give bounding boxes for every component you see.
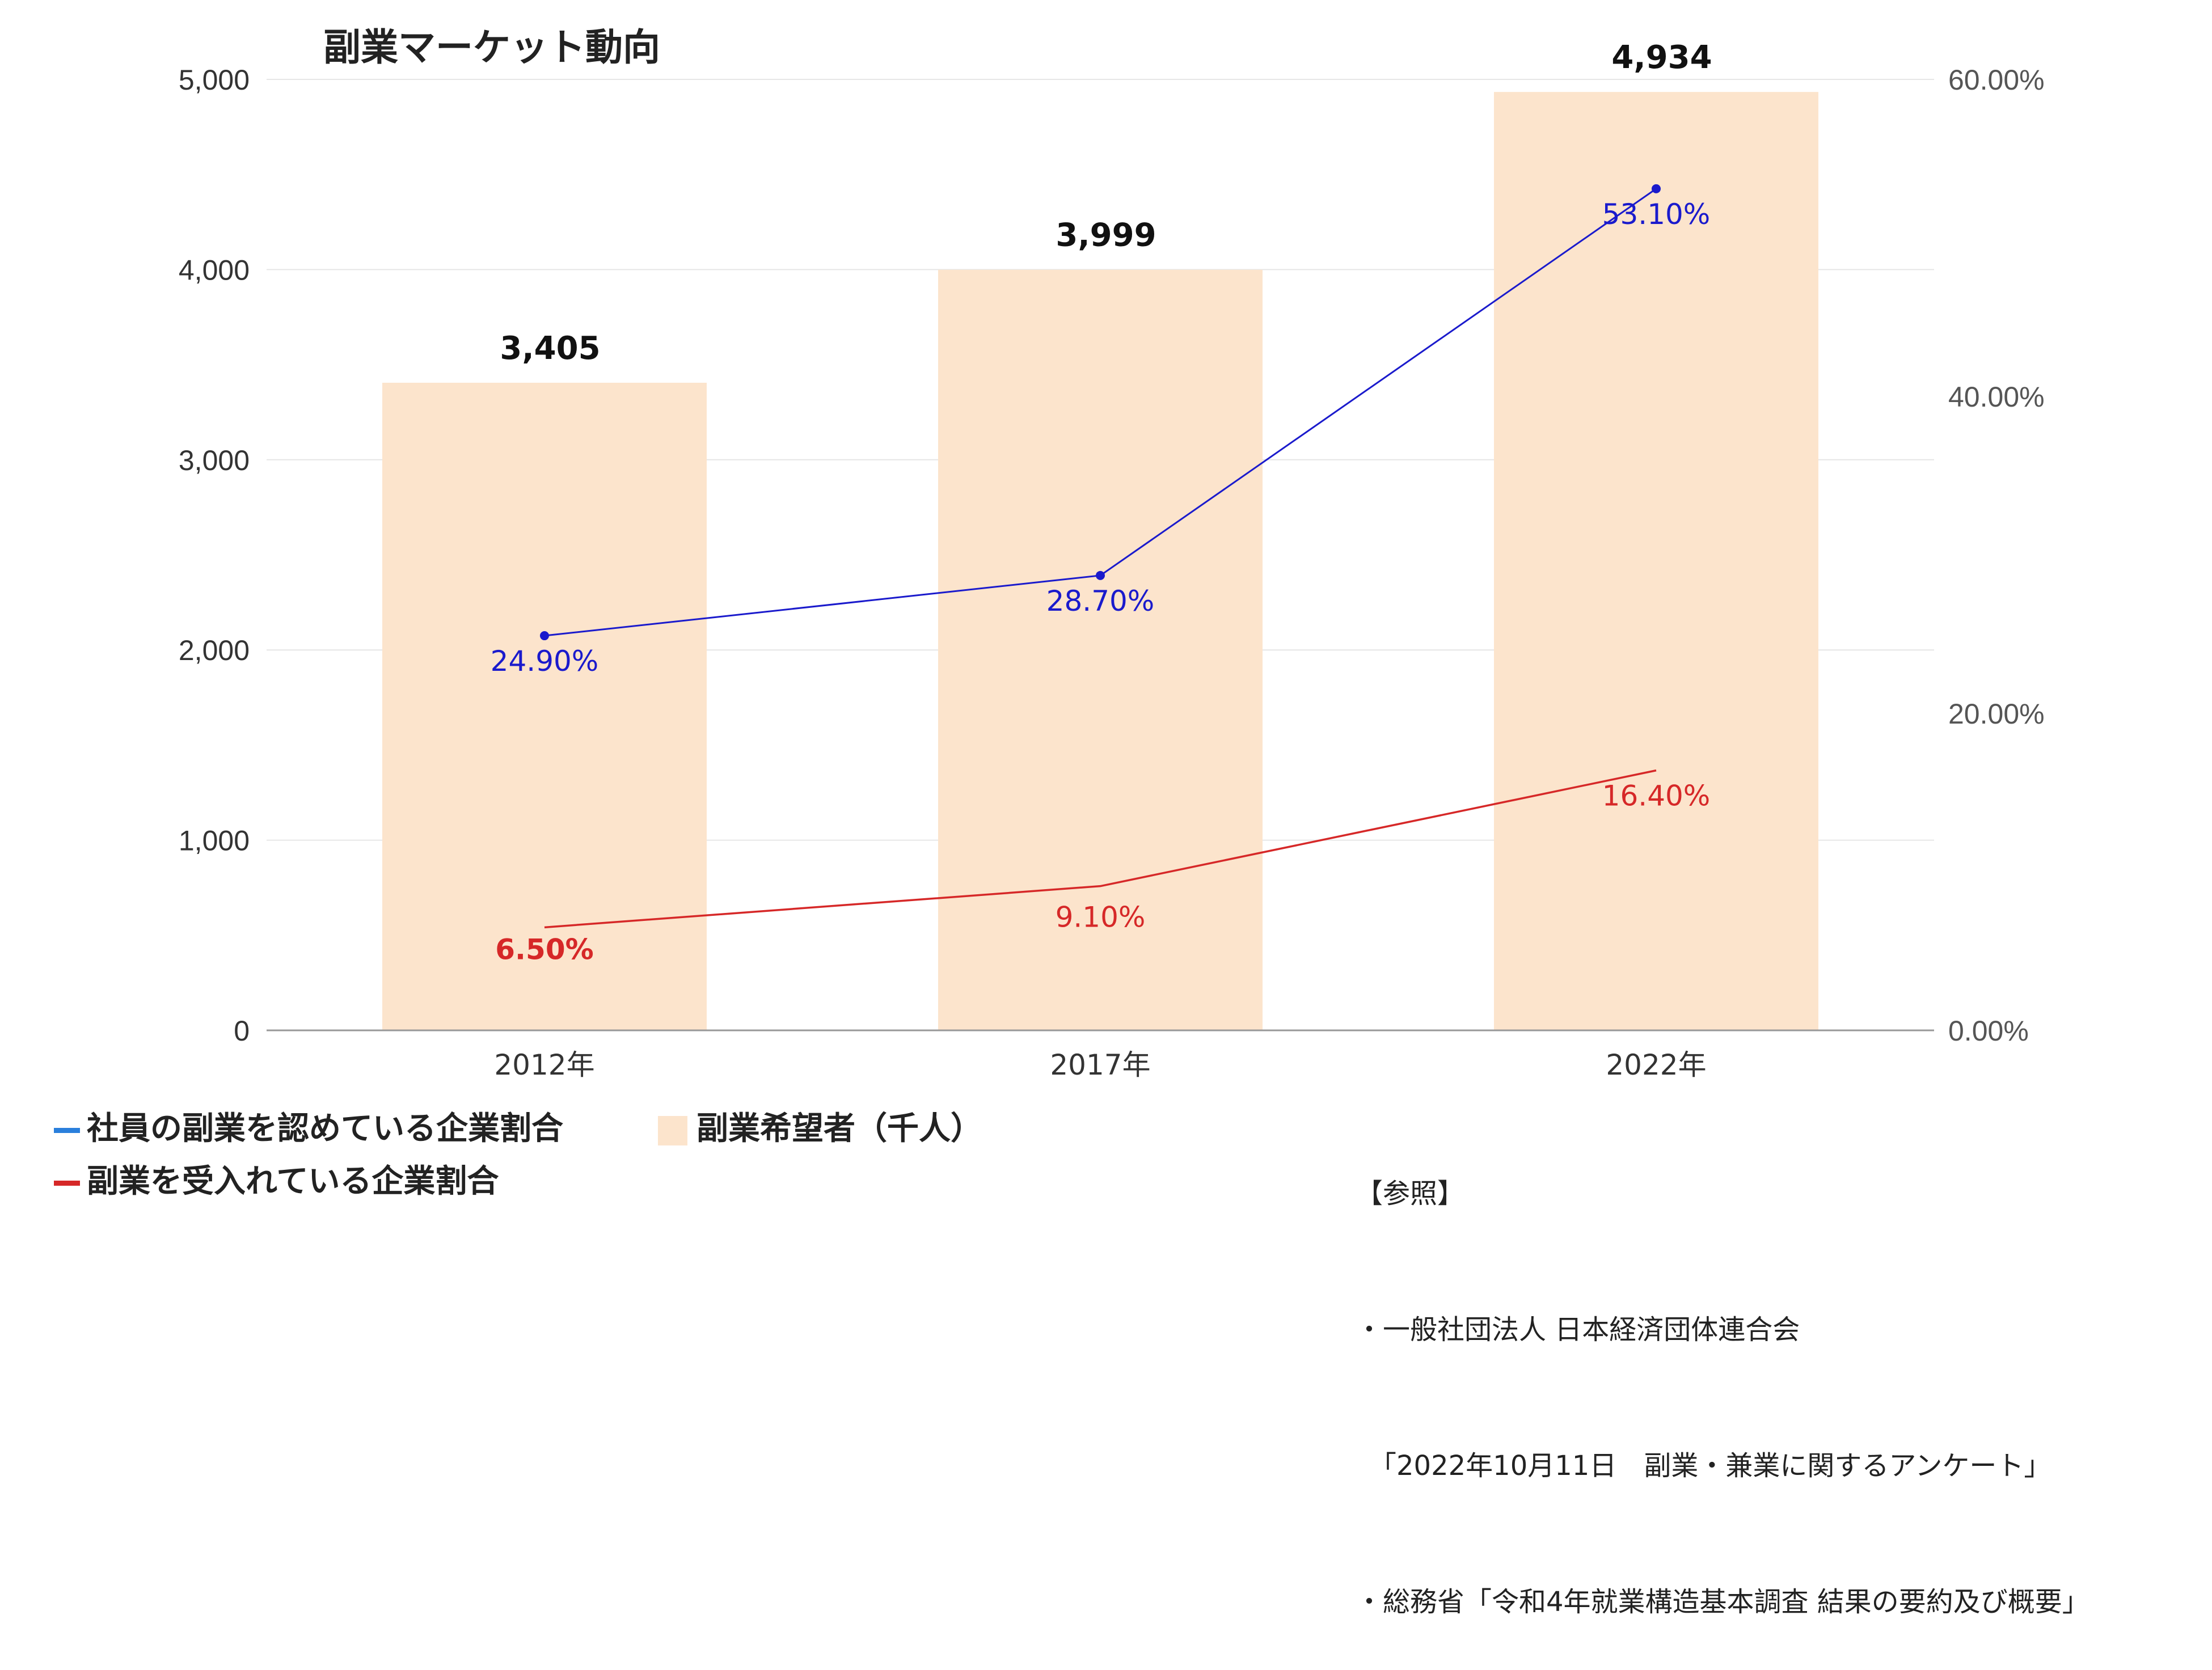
x-tick-label: 2022年 [1606, 1048, 1706, 1077]
y-right-tick-label: 40.00% [1948, 381, 2045, 413]
x-tick-label: 2017年 [1050, 1048, 1150, 1077]
references: 【参照】 ・一般社団法人 日本経済団体連合会 「2022年10月11日 副業・兼… [1356, 1080, 2089, 1670]
references-heading: 【参照】 [1356, 1178, 1465, 1210]
data-label: 6.50% [495, 933, 593, 966]
legend-swatch-applicants [658, 1115, 687, 1145]
legend-item-approval-rate: 社員の副業を認めている企業割合 [54, 1103, 563, 1149]
legend-label-acceptance-rate: 副業を受入れている企業割合 [87, 1163, 499, 1200]
y-right-tick-label: 60.00% [1948, 64, 2045, 96]
y-left-tick-label: 1,000 [179, 825, 250, 857]
y-left-tick-label: 0 [234, 1015, 250, 1047]
bar [1494, 92, 1818, 1031]
y-left-tick-label: 5,000 [179, 64, 250, 96]
legend-item-applicants: 副業希望者（千人） [658, 1103, 982, 1149]
chart-title: 副業マーケット動向 [323, 26, 660, 69]
data-point [540, 631, 549, 641]
legend-swatch-approval-rate [54, 1128, 80, 1134]
bar-value-label: 3,999 [1056, 217, 1156, 254]
reference-line: ・一般社団法人 日本経済団体連合会 [1356, 1314, 1800, 1346]
y-left-tick-label: 4,000 [179, 254, 250, 286]
data-label: 28.70% [1046, 585, 1155, 618]
bar-value-label: 4,934 [1611, 39, 1712, 76]
legend-swatch-acceptance-rate [54, 1181, 80, 1186]
legend-label-applicants: 副業希望者（千人） [696, 1110, 982, 1147]
x-tick-label: 2012年 [494, 1048, 594, 1077]
data-label: 16.40% [1602, 780, 1711, 813]
reference-line: ・総務省「令和4年就業構造基本調査 結果の要約及び概要」 [1356, 1586, 2089, 1618]
legend-label-approval-rate: 社員の副業を認めている企業割合 [87, 1110, 563, 1147]
legend-item-acceptance-rate: 副業を受入れている企業割合 [54, 1156, 499, 1202]
y-right-tick-label: 0.00% [1948, 1015, 2029, 1047]
reference-line: 「2022年10月11日 副業・兼業に関するアンケート」 [1356, 1450, 2051, 1482]
series-line-acceptance-rate [544, 769, 1657, 929]
bar [382, 382, 707, 1030]
y-right-tick-label: 20.00% [1948, 698, 2045, 730]
bar [938, 269, 1263, 1031]
data-point [1652, 184, 1661, 193]
chart-plot: 0 1,000 2,000 3,000 4,000 5,000 0.00% 20.00% 40.… [179, 39, 2045, 1077]
y-left-tick-label: 3,000 [179, 445, 250, 476]
bar-value-label: 3,405 [500, 330, 600, 367]
y-left-tick-label: 2,000 [179, 635, 250, 666]
data-label: 24.90% [491, 645, 599, 678]
data-label: 53.10% [1602, 198, 1711, 231]
data-label: 9.10% [1056, 901, 1146, 934]
data-point [1096, 570, 1105, 580]
